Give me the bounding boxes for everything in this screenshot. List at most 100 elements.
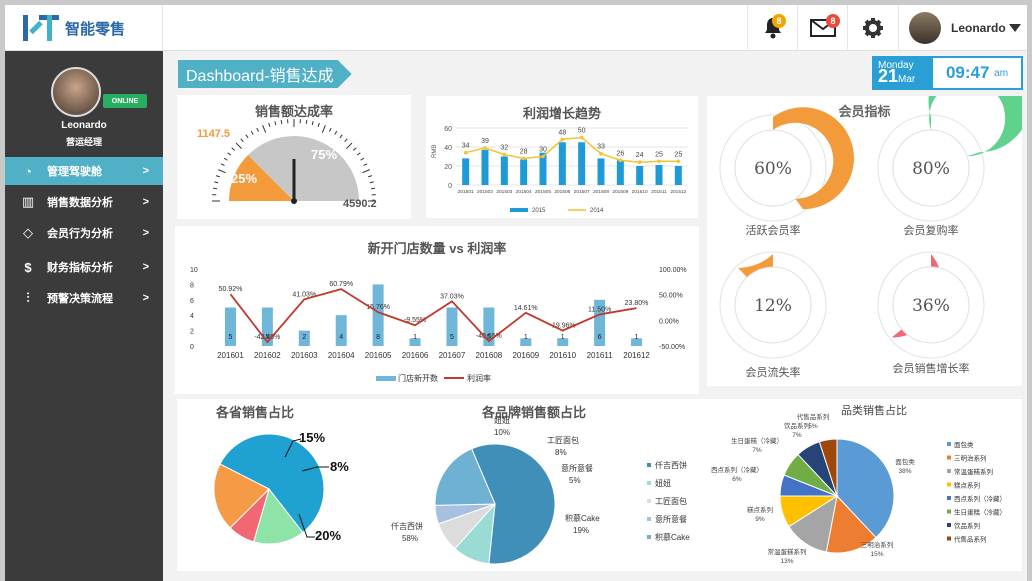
day: 21 [878,66,899,86]
donut-arc [773,107,854,210]
data-label: -40.55% [476,333,502,340]
diamond-icon: ◇ [23,225,33,240]
slice-name: 代售品系列 [797,412,830,421]
y-tick-label: 0 [448,183,452,190]
stores-margin-chart: 0 2 4 6 8 10 -50.00% 0.00% 50.00% 100.00% 5 50.92% 2… [190,267,687,383]
bar [597,158,605,185]
sidebar-item-dashboard[interactable]: ◔ 管理驾驶舱 > [5,157,163,185]
x-tick-label: 201502 [477,189,493,195]
gauge-tick [274,121,277,126]
donut-label: 会员流失率 [746,365,801,379]
slice-value: 10% [494,428,510,437]
legend-label: 意所意餐 [655,514,687,524]
slice-value: 19% [573,526,589,535]
line-point [541,154,545,159]
legend-label: 利润率 [467,373,491,383]
x-tick-label: 201606 [402,351,429,360]
sidebar-item-label: 销售数据分析 [47,197,113,209]
y-axis-label: RMB [432,145,438,158]
gauge-tick [368,175,373,178]
series-line [229,288,637,344]
slice-label: 20% [315,528,341,543]
sidebar-item-finance[interactable]: $ 财务指标分析 > [5,253,163,281]
data-label: 33 [597,144,605,151]
data-label: 60.79% [329,281,353,288]
clock-ampm: am [994,67,1009,79]
bar [409,338,421,346]
legend-label: 积慕Cake [655,532,690,542]
slice-name: 意所意餐 [561,463,593,473]
chevron-down-icon [1009,24,1021,32]
app-logo[interactable]: 智能零售 [5,5,163,51]
gauge-tick [214,181,219,184]
bar [558,142,566,185]
gauge-tick [334,130,338,135]
date-time-widget: Monday 21Mar 09:47 am [872,56,1023,90]
gauge-tick [262,125,267,133]
legend-swatch [647,499,651,503]
bar [481,149,489,185]
x-tick-label: 201609 [512,351,539,360]
bar-value-label: 5 [450,334,454,341]
x-tick-label: 201506 [554,189,570,195]
gauge-tick [250,130,254,135]
data-label: 37.03% [440,293,464,300]
y-tick-label: 20 [444,164,452,171]
gauge-pivot [291,198,297,204]
data-label: 41.03% [292,291,316,298]
slice-name: 工匠面包 [547,435,579,445]
donut-hole [734,129,812,207]
data-label: 14.61% [514,305,538,312]
legend-swatch [947,482,951,487]
bar [578,142,586,185]
slice-value: 7% [792,432,802,439]
app-name: 智能零售 [65,19,126,38]
slice-value: 7% [752,447,762,454]
data-label: 25 [655,151,663,158]
user-menu[interactable]: Leonardo [898,5,1027,51]
data-label: 50 [578,128,586,135]
gauge-tick [369,181,374,184]
slice-value: 58% [402,534,418,543]
messages-button[interactable]: 8 [797,5,847,51]
gauge-tick [227,152,232,156]
donut-value: 80% [912,159,950,179]
y-tick-label: 2 [190,329,194,336]
notifications-button[interactable]: 8 [747,5,797,51]
slice-name: 面包类 [895,457,915,466]
bar [261,307,273,346]
data-label: 26 [616,150,624,157]
legend-label: 门店新开数 [398,373,438,383]
legend-label: 代售品系列 [954,535,987,544]
chevron-right-icon: > [142,165,149,177]
data-label: 32 [500,145,508,152]
category-pie-slice [825,494,877,554]
legend-swatch [947,455,951,460]
legend-swatch [510,208,528,212]
data-label: 23.80% [625,300,649,307]
bar-value-label: 2 [302,334,306,341]
x-tick-label: 201510 [632,189,648,195]
main-content: Dashboard-销售达成 Monday 21Mar 09:47 am 销售额达… [163,51,1027,581]
gear-icon [863,18,883,38]
sidebar-item-sales[interactable]: ▥ 销售数据分析 > [5,188,163,216]
category-pie-slice [818,438,838,497]
gauge-icon: ◔ [24,163,32,179]
slice-label: 15% [299,430,325,445]
legend-label: 工匠面包 [655,496,687,506]
user-name: Leonardo [951,21,1006,35]
legend-swatch [647,517,651,521]
line-point [463,150,468,155]
message-count-badge: 8 [826,14,840,28]
gauge-tick [215,175,220,178]
sidebar-item-members[interactable]: ◇ 会员行为分析 > [5,219,163,247]
gauge-tick [218,169,226,174]
sidebar-item-alerts[interactable]: ⫶ 预警决策流程 > [5,284,163,312]
settings-button[interactable] [847,5,898,51]
legend-label: 三明治系列 [954,454,987,463]
pie-charts: 各省销售占比15%8%20%各品牌销售额占比仟吉西饼58%仟吉西饼妞妞10%妞妞… [213,403,1006,565]
legend-label: 面包类 [954,440,974,449]
line-point [483,146,487,150]
gauge-tick [345,142,353,150]
gauge-tick [220,163,225,167]
